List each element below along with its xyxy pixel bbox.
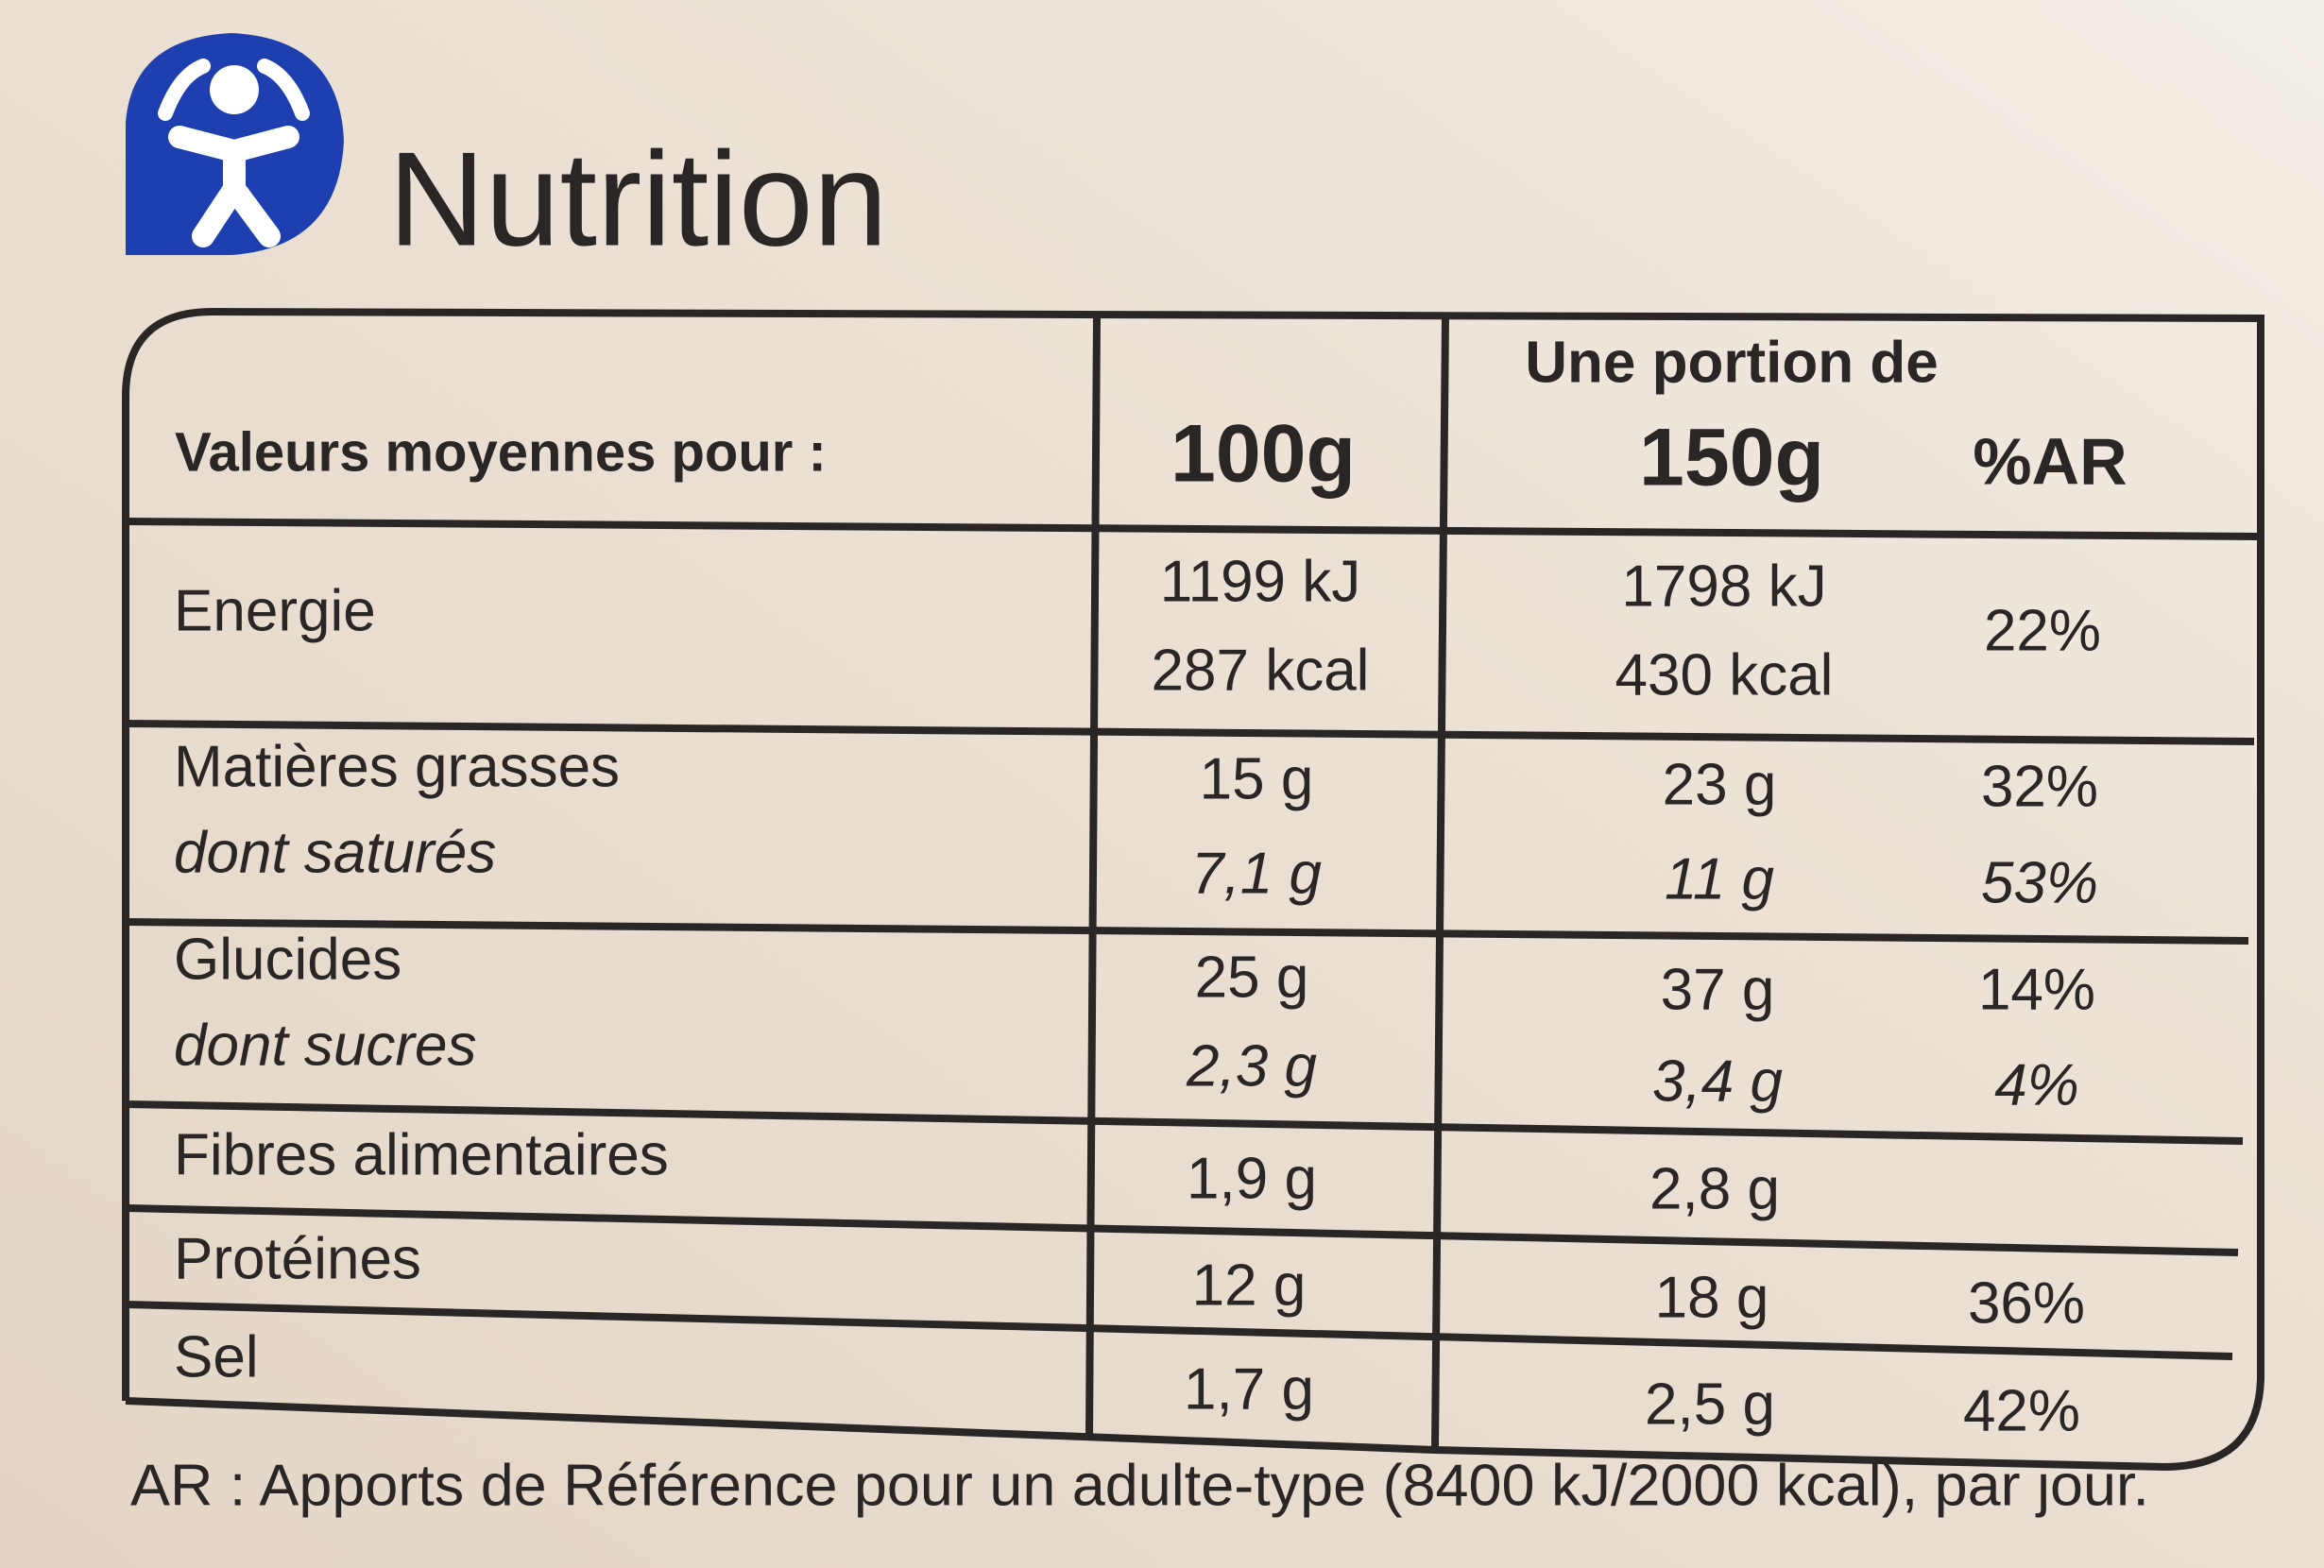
cell: 25 g <box>1195 945 1309 1010</box>
header-ar: %AR <box>1973 424 2127 498</box>
header-per100: 100g <box>1171 409 1356 500</box>
cell: 42% <box>1963 1378 2080 1443</box>
row-label: Matières grasses <box>174 734 620 799</box>
row-label: Protéines <box>174 1226 421 1291</box>
cell: 32% <box>1981 754 2098 819</box>
cell: 430 kcal <box>1615 642 1834 707</box>
header-portion: 150g <box>1639 413 1824 503</box>
row-label: Energie <box>174 578 376 643</box>
header-portion-caption: Une portion de <box>1525 330 1938 395</box>
cell: 1798 kJ <box>1621 554 1826 619</box>
cell: 23 g <box>1663 752 1777 817</box>
cell: 287 kcal <box>1152 638 1370 703</box>
cell: 2,5 g <box>1645 1372 1775 1437</box>
row-label: Sel <box>174 1324 259 1389</box>
cell: 18 g <box>1655 1265 1769 1330</box>
row-label: Fibres alimentaires <box>174 1122 669 1187</box>
table-header: Valeurs moyennes pour : 100g Une portion… <box>175 330 2127 503</box>
nutrition-icon <box>126 33 344 255</box>
cell: 1,9 g <box>1187 1146 1317 1211</box>
cell: 15 g <box>1200 746 1314 811</box>
cell: 36% <box>1968 1270 2085 1336</box>
cell: 14% <box>1978 957 2095 1022</box>
cell: 53% <box>1981 850 2098 915</box>
cell: 7,1 g <box>1191 841 1322 906</box>
cell: 11 g <box>1665 846 1774 912</box>
table-body: Energie 1199 kJ 287 kcal 1798 kJ 430 kca… <box>174 549 2101 1443</box>
table-rules <box>122 307 2264 1472</box>
cell: 1199 kJ <box>1160 549 1361 614</box>
cell: 1,7 g <box>1184 1356 1314 1422</box>
footnote: AR : Apports de Référence pour un adulte… <box>130 1453 2149 1518</box>
row-label: dont sucres <box>174 1013 477 1078</box>
cell: 12 g <box>1192 1253 1307 1318</box>
cell: 2,8 g <box>1649 1156 1780 1221</box>
cell: 22% <box>1984 598 2101 663</box>
header-label: Valeurs moyennes pour : <box>175 421 827 483</box>
row-label: dont saturés <box>174 820 496 885</box>
row-label: Glucides <box>174 927 402 992</box>
cell: 4% <box>1994 1052 2079 1117</box>
title: Nutrition <box>388 125 888 275</box>
cell: 3,4 g <box>1652 1048 1783 1114</box>
cell: 37 g <box>1661 957 1775 1022</box>
cell: 2,3 g <box>1186 1033 1317 1099</box>
